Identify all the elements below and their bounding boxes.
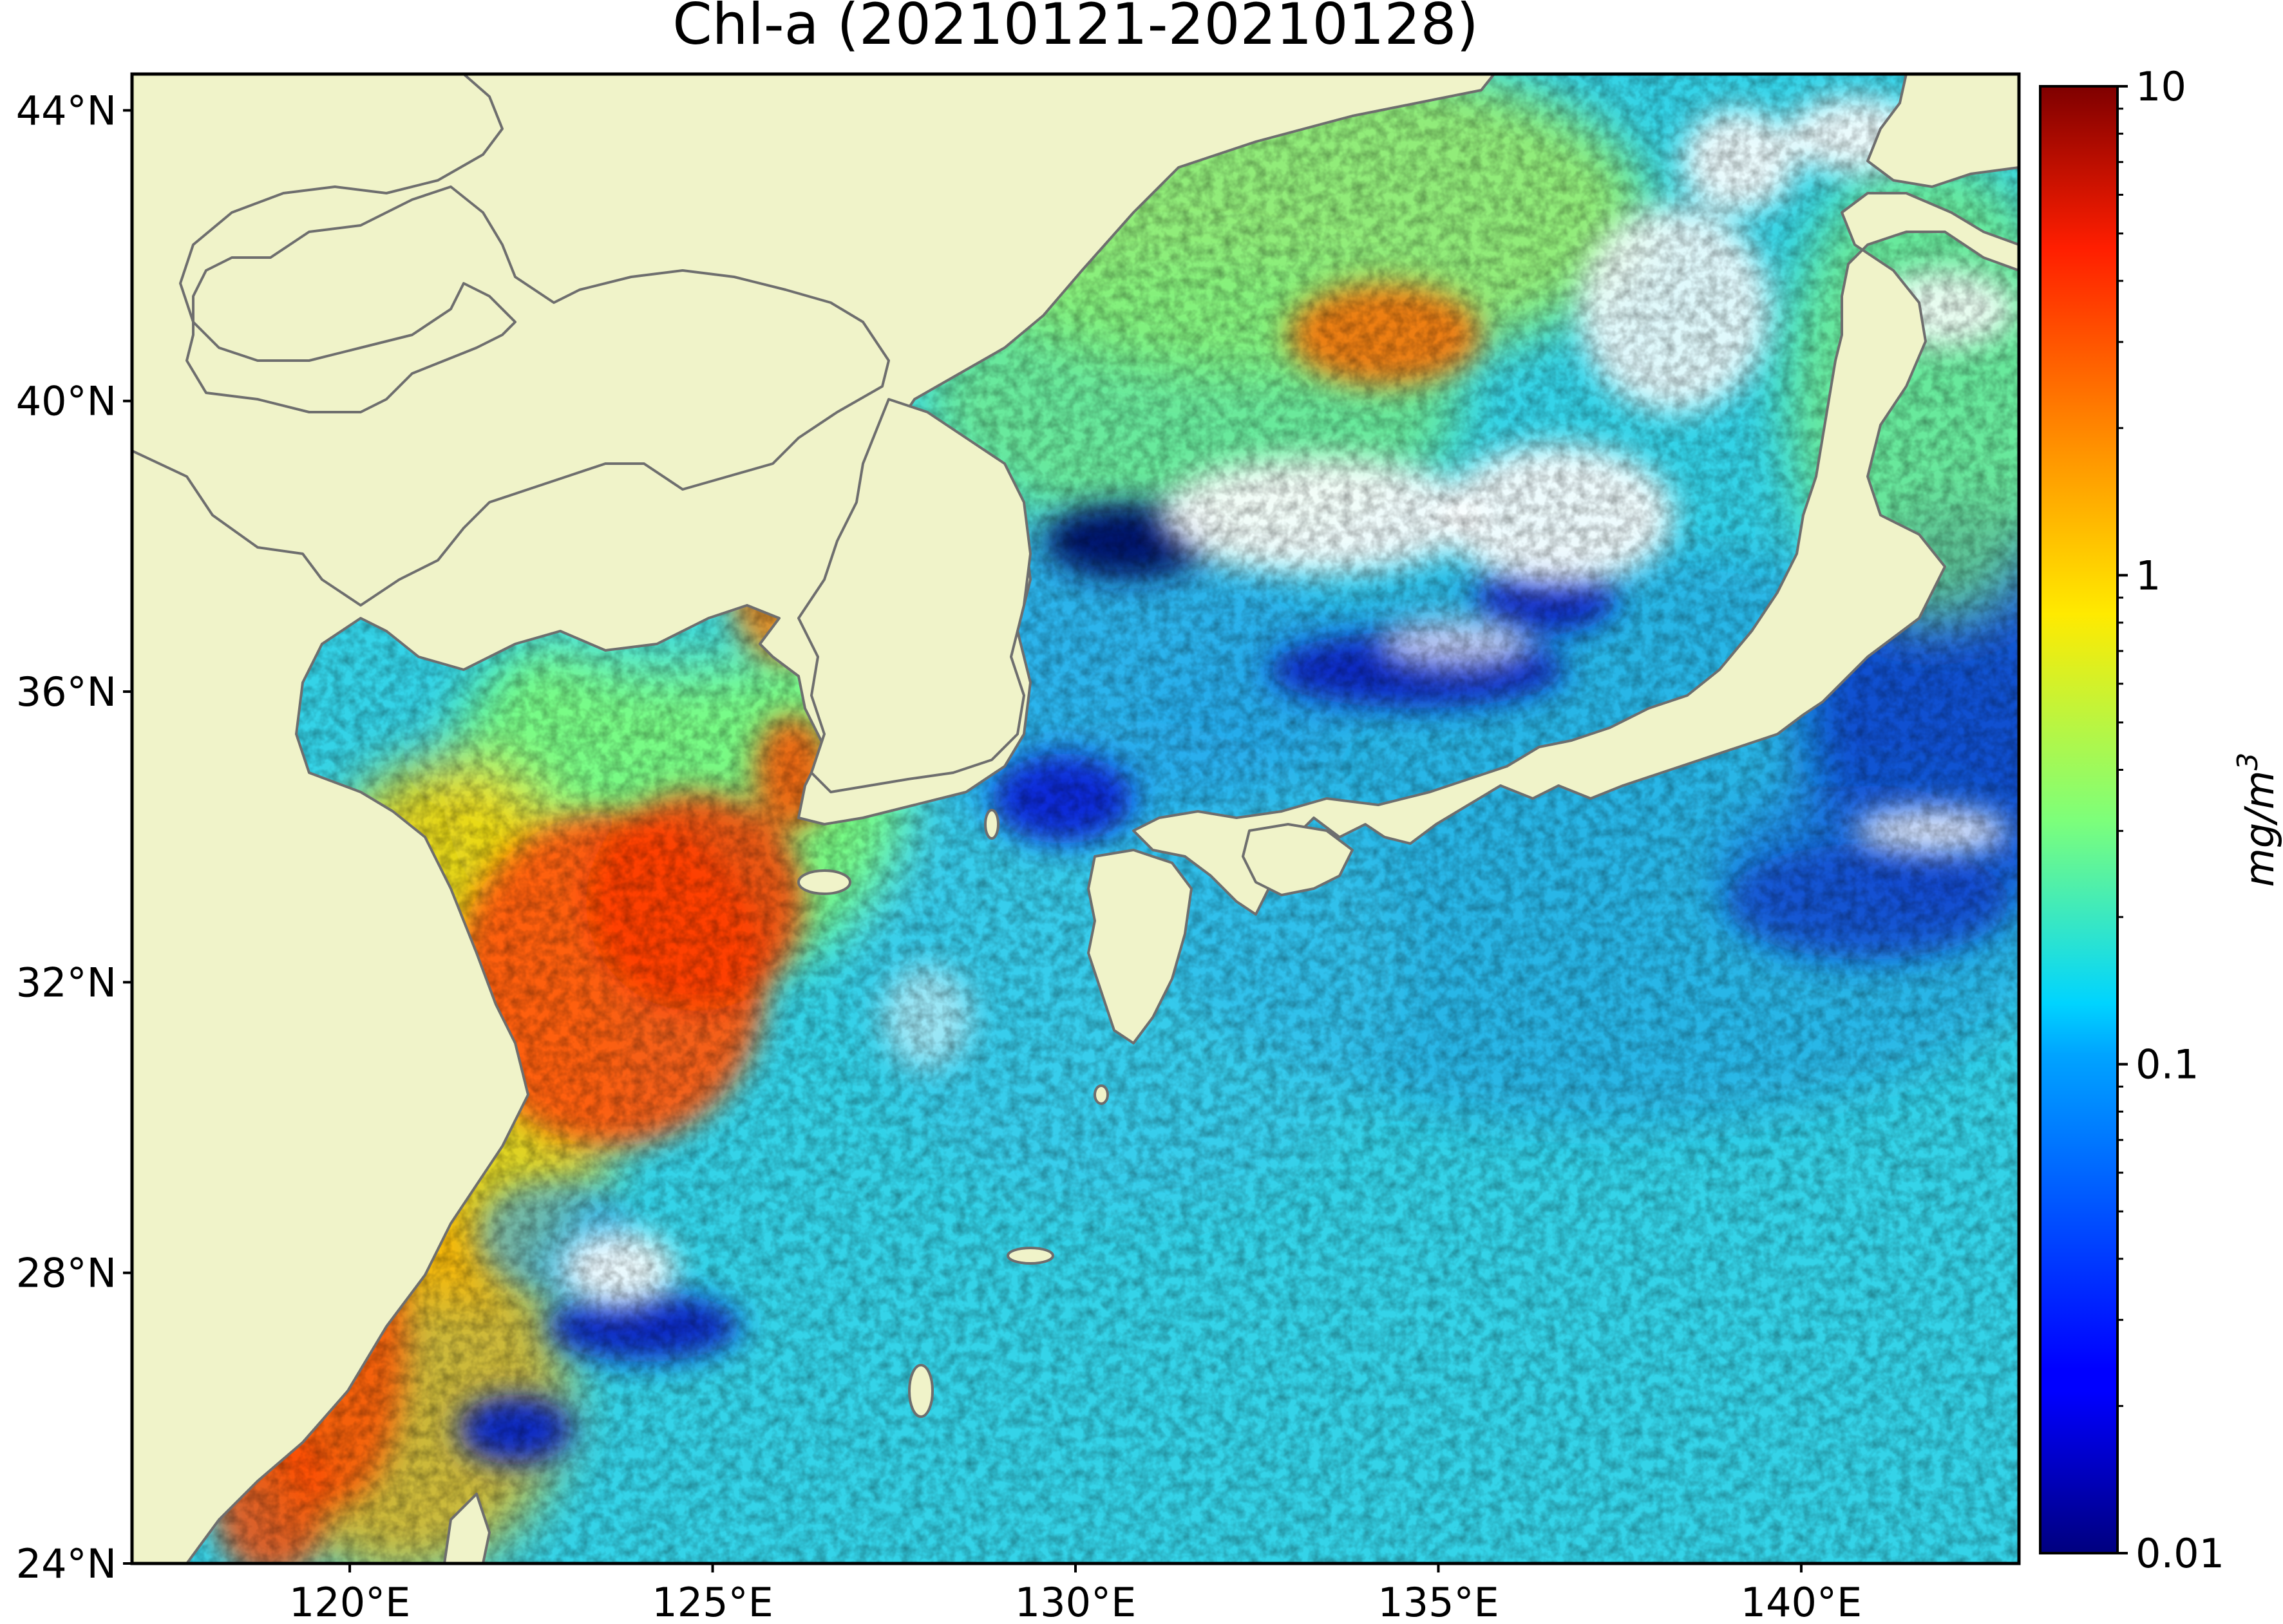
map-panel — [132, 74, 2019, 1563]
colorbar-frame — [2039, 85, 2119, 1554]
lon-tick-label: 135°E — [1378, 1579, 1499, 1624]
longitude-axis: 120°E 125°E 130°E 135°E 140°E — [289, 1563, 1862, 1624]
land-ryukyu-island-3 — [1094, 1084, 1109, 1105]
colorbar-tick-label: 10 — [2136, 63, 2186, 110]
colorbar-ticks: 10 1 0.1 0.01 — [2117, 63, 2224, 1577]
land-japan-shikoku — [1242, 823, 1354, 896]
land-jeju-island — [797, 869, 851, 895]
colorbar-gradient — [2040, 86, 2117, 1553]
colorbar-tick-label: 0.1 — [2136, 1041, 2199, 1088]
land-korean-peninsula — [797, 398, 1032, 793]
land-tsushima — [984, 809, 999, 840]
land-ryukyu-island-2 — [908, 1364, 934, 1418]
land-japan-kyushu — [1087, 849, 1193, 1044]
colorbar-tick-label: 1 — [2136, 552, 2161, 599]
lon-tick-label: 120°E — [289, 1579, 411, 1624]
lat-tick-label: 24°N — [16, 1540, 117, 1587]
lon-tick-label: 140°E — [1741, 1579, 1862, 1624]
land-shandong-liaodong-inner — [132, 74, 890, 607]
lat-tick-label: 40°N — [16, 378, 117, 425]
lon-tick-label: 125°E — [652, 1579, 773, 1624]
colorbar-label-exponent: 3 — [2231, 752, 2264, 770]
colorbar-label: mg/m3 — [2231, 752, 2283, 887]
lat-tick-label: 36°N — [16, 668, 117, 715]
colorbar: 10 1 0.1 0.01 mg/m3 — [2039, 63, 2283, 1577]
lat-tick-label: 32°N — [16, 959, 117, 1006]
colorbar-label-unit: mg/m — [2236, 770, 2283, 887]
land-japan-hokkaido — [1866, 74, 2019, 188]
map-title: Chl-a (20210121-20210128) — [672, 0, 1479, 57]
latitude-axis: 44°N 40°N 36°N 32°N 28°N 24°N — [16, 87, 132, 1587]
lat-tick-label: 44°N — [16, 87, 117, 134]
land-layer — [132, 74, 2019, 1563]
land-taiwan — [443, 1493, 491, 1563]
lat-tick-label: 28°N — [16, 1250, 117, 1297]
colorbar-tick-label: 0.01 — [2136, 1530, 2224, 1577]
land-ryukyu-island-1 — [1007, 1247, 1054, 1265]
lon-tick-label: 130°E — [1015, 1579, 1137, 1624]
